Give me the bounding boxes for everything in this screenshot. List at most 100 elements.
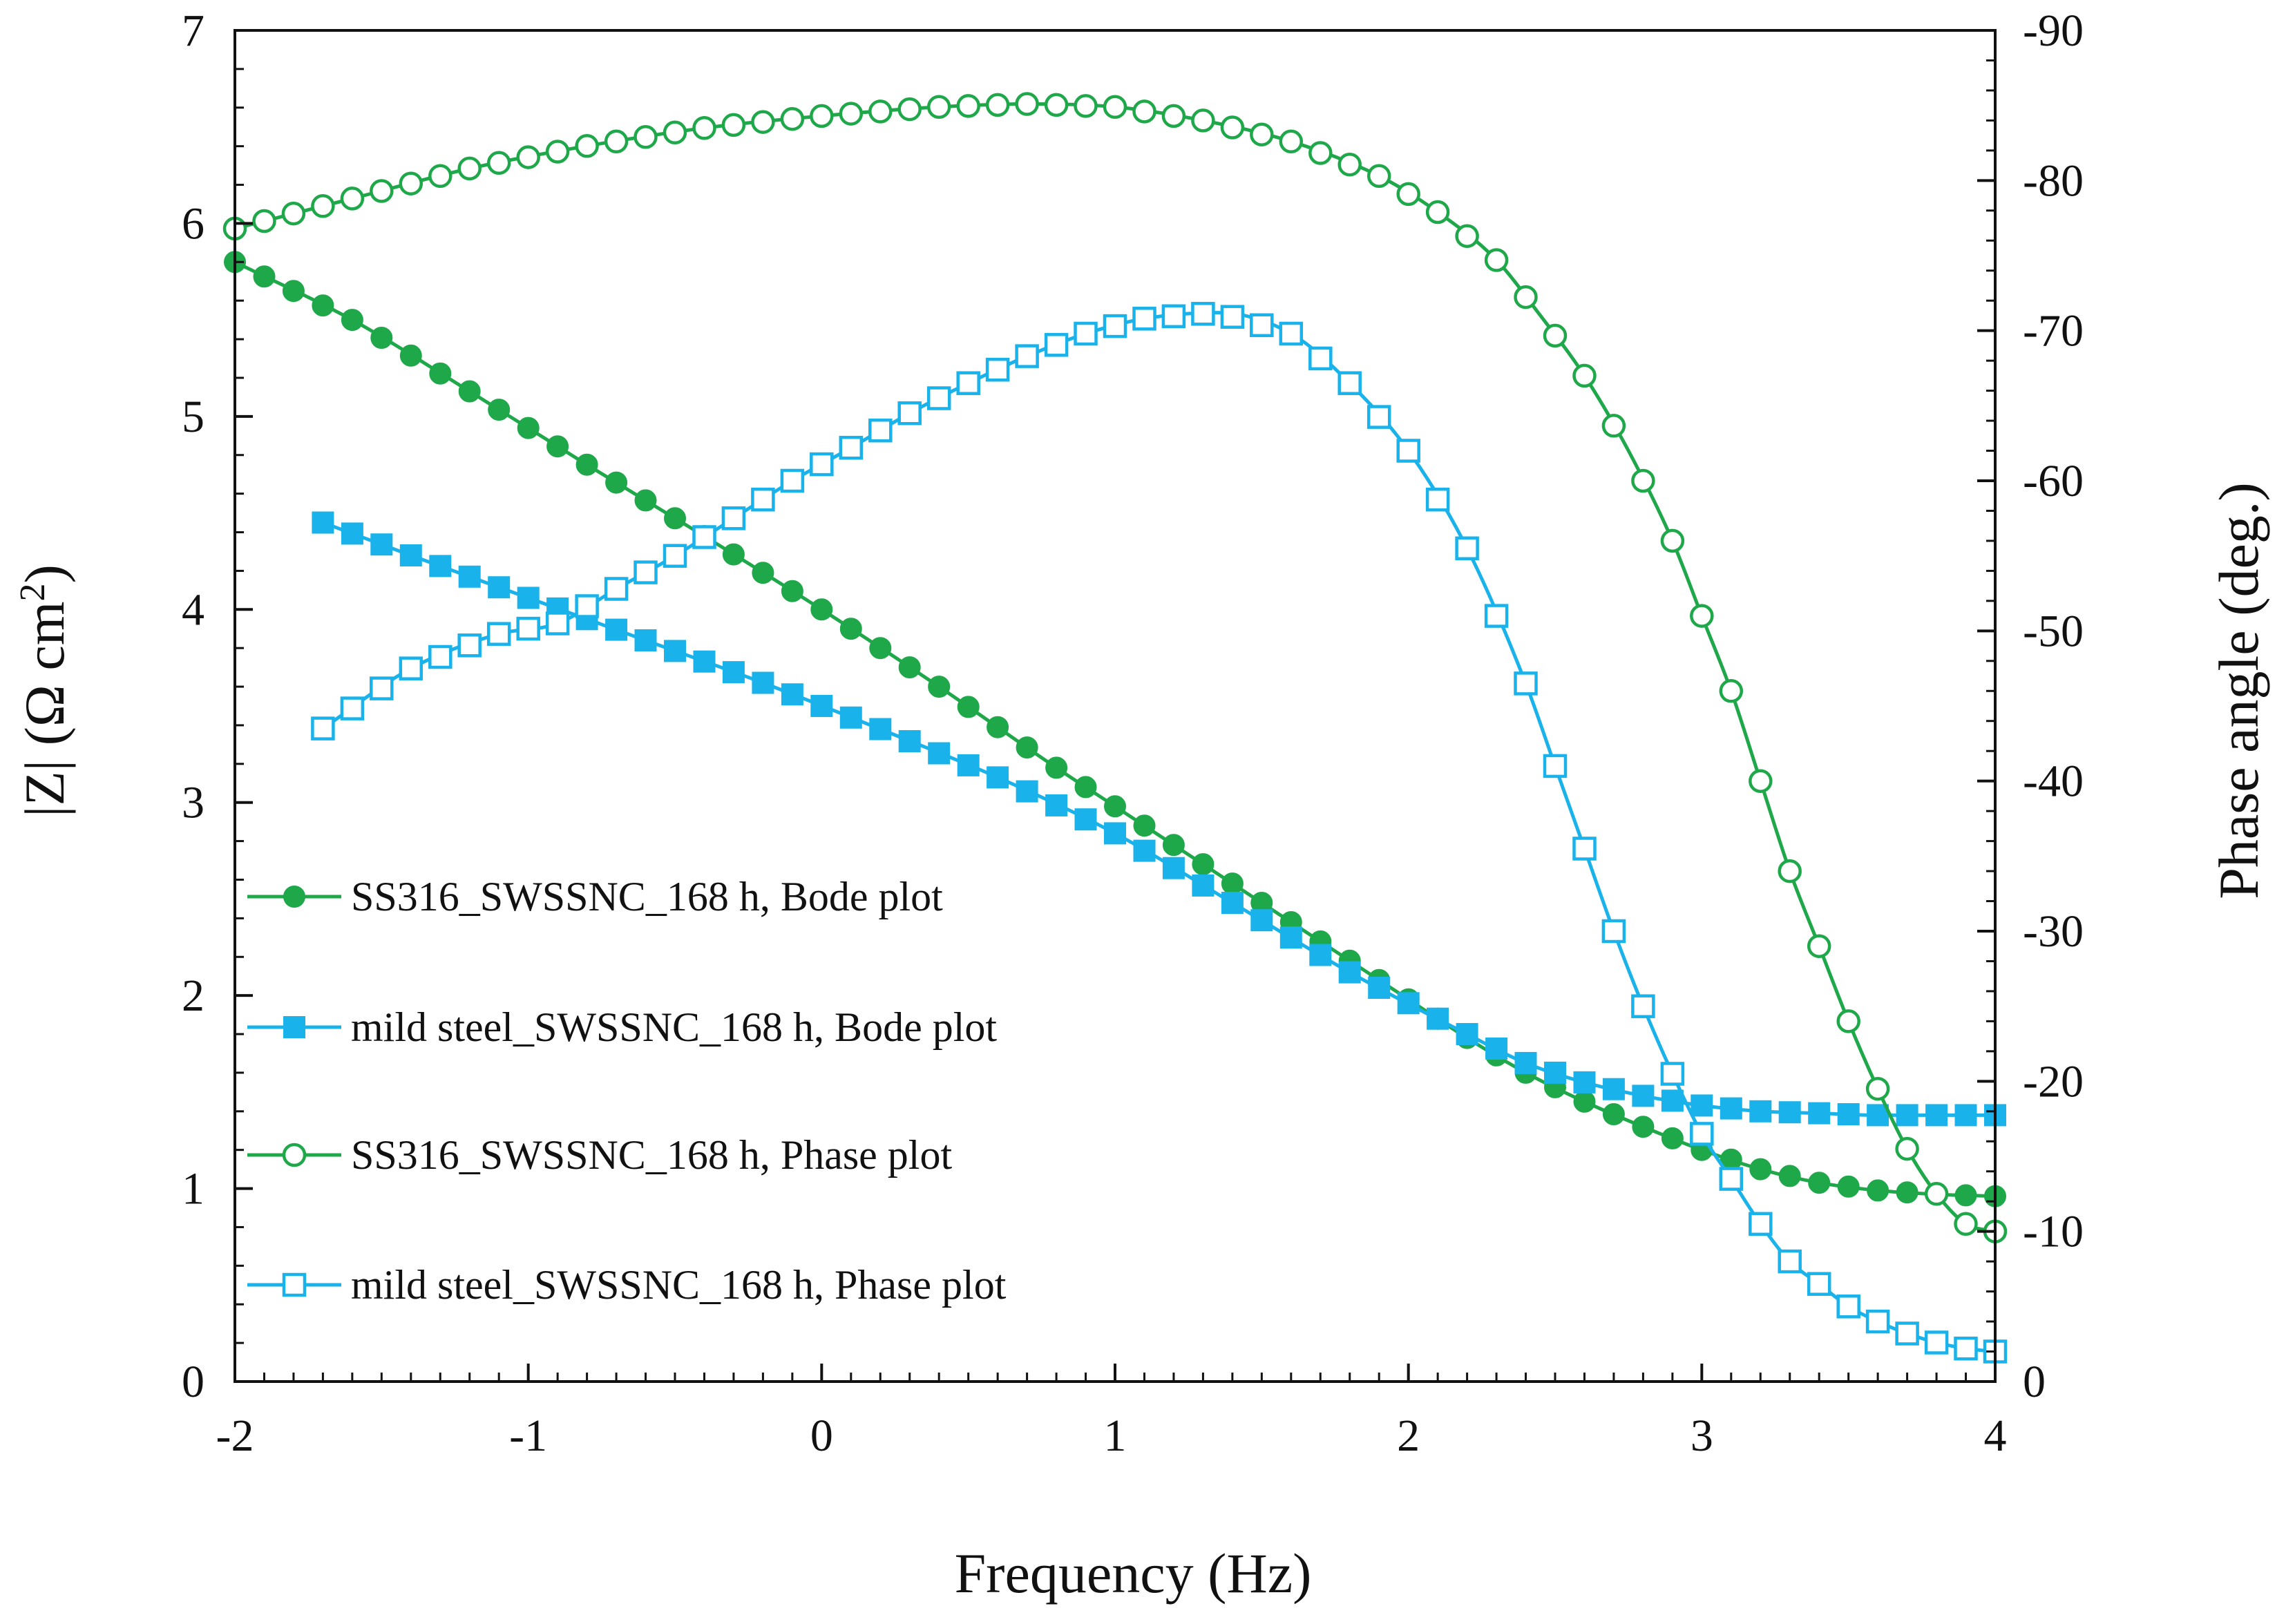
- data-point: [1161, 304, 1186, 329]
- x-tick-label: 1: [1104, 1411, 1127, 1461]
- data-point: [1954, 1212, 1978, 1236]
- data-point: [1749, 1100, 1772, 1123]
- data-point: [721, 113, 746, 137]
- data-point: [810, 695, 833, 717]
- data-point: [1104, 795, 1126, 818]
- y-right-tick-label: -90: [2023, 6, 2084, 56]
- y-left-tick-label: 0: [182, 1357, 204, 1407]
- data-point: [605, 471, 628, 494]
- data-point: [458, 565, 481, 588]
- data-point: [692, 116, 716, 140]
- legend-entry-3: SS316_SWSSNC_168 h, Phase plot: [247, 1132, 952, 1178]
- data-point: [810, 598, 833, 621]
- data-point: [457, 633, 482, 658]
- data-point: [1485, 1038, 1508, 1060]
- data-point: [341, 522, 363, 545]
- data-point: [488, 576, 511, 599]
- y-left-axis-title-main: |Z| (Ω cm: [13, 601, 76, 816]
- data-point: [1778, 1249, 1802, 1274]
- data-point: [1778, 1165, 1801, 1187]
- y-left-axis-title: |Z| (Ω cm2): [13, 564, 76, 817]
- data-point: [516, 145, 540, 169]
- data-point: [1867, 1104, 1889, 1127]
- x-axis-title: Frequency (Hz): [955, 1542, 1312, 1605]
- data-point: [429, 555, 452, 577]
- data-point: [1601, 919, 1626, 944]
- y-right-tick-label: -60: [2023, 456, 2084, 506]
- data-point: [1191, 302, 1215, 326]
- data-point: [1104, 822, 1126, 845]
- data-point: [1308, 346, 1333, 371]
- data-point: [312, 294, 334, 317]
- data-point: [1691, 1094, 1713, 1117]
- data-point: [1954, 1104, 1977, 1127]
- x-tick-label: 2: [1397, 1411, 1420, 1461]
- data-point: [1895, 1136, 1919, 1161]
- data-point: [1366, 405, 1391, 429]
- data-point: [1074, 776, 1097, 799]
- data-point: [1484, 604, 1509, 628]
- data-point: [1366, 164, 1391, 189]
- data-point: [1572, 363, 1597, 388]
- series-3: [222, 92, 2008, 1243]
- data-point: [516, 616, 540, 641]
- data-point: [839, 102, 864, 126]
- data-point: [1455, 224, 1479, 248]
- data-point: [985, 357, 1010, 382]
- data-point: [1573, 1071, 1596, 1093]
- data-point: [1425, 487, 1450, 512]
- data-point: [1896, 1104, 1918, 1127]
- data-point: [1807, 1272, 1831, 1296]
- data-point: [252, 209, 276, 233]
- data-point: [1396, 439, 1420, 463]
- data-point: [1016, 780, 1038, 803]
- data-point: [780, 468, 805, 493]
- data-point: [987, 766, 1009, 789]
- data-point: [399, 656, 423, 680]
- legend-entry-2: mild steel_SWSSNC_168 h, Bode plot: [247, 1004, 997, 1050]
- data-point: [869, 718, 892, 741]
- data-point: [1484, 248, 1509, 272]
- x-tick-label: 0: [810, 1411, 833, 1461]
- data-point: [575, 453, 598, 476]
- data-point: [428, 164, 453, 189]
- legend-label: mild steel_SWSSNC_168 h, Phase plot: [351, 1262, 1007, 1308]
- data-point: [898, 730, 921, 752]
- data-point: [1220, 115, 1245, 140]
- data-point: [1896, 1181, 1918, 1204]
- data-point: [1924, 1182, 1949, 1206]
- data-point: [663, 120, 687, 145]
- data-point: [1602, 1103, 1625, 1125]
- data-point: [957, 754, 980, 776]
- data-point: [869, 637, 892, 660]
- data-point: [370, 179, 394, 203]
- data-point: [399, 344, 422, 367]
- y-right-tick-label: -50: [2023, 606, 2084, 656]
- data-point: [1045, 756, 1068, 779]
- data-point: [1720, 1097, 1742, 1120]
- data-point: [1279, 926, 1302, 949]
- legend-marker: [282, 1272, 307, 1297]
- data-point: [341, 309, 363, 332]
- data-point: [1543, 323, 1568, 348]
- data-point: [1954, 1184, 1977, 1207]
- y-left-tick-label: 1: [182, 1164, 204, 1214]
- y-right-tick-label: -20: [2023, 1056, 2084, 1107]
- data-point: [1397, 992, 1420, 1015]
- data-point: [634, 629, 657, 651]
- data-point: [429, 362, 452, 385]
- data-point: [1338, 961, 1361, 984]
- data-point: [897, 97, 922, 122]
- data-point: [1719, 679, 1744, 703]
- data-point: [1250, 313, 1274, 338]
- data-point: [781, 580, 803, 602]
- data-point: [605, 618, 628, 641]
- data-point: [751, 110, 775, 134]
- data-point: [1103, 314, 1127, 338]
- data-point: [722, 661, 745, 684]
- data-point: [1074, 94, 1098, 118]
- data-point: [897, 401, 922, 426]
- data-point: [1015, 344, 1039, 368]
- data-point: [1954, 1336, 1978, 1361]
